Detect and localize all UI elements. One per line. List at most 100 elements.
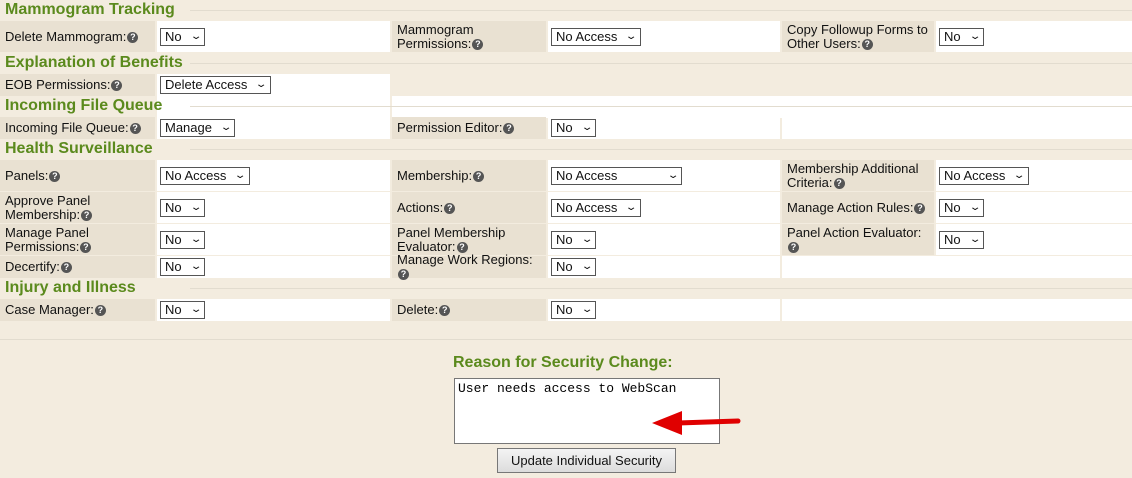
field-label: Panel Action Evaluator:? (782, 224, 934, 255)
label-text: Manage Panel Permissions: (5, 224, 89, 254)
help-icon[interactable]: ? (49, 170, 61, 182)
field-value-cell: No ⌄ (157, 21, 390, 52)
selected-value: No (556, 302, 573, 317)
field-value-cell: No ⌄ (936, 224, 1132, 255)
field-value-cell: No ⌄ (548, 256, 780, 278)
help-icon[interactable]: ? (914, 202, 926, 214)
mammogram-permissions-select[interactable]: No Access ⌄ (551, 27, 641, 46)
selected-value: No (165, 259, 182, 274)
case-manager-select[interactable]: No ⌄ (160, 301, 206, 319)
delete-select[interactable]: No ⌄ (551, 301, 597, 319)
membership-additional-criteria-select[interactable]: No Access ⌄ (939, 166, 1029, 185)
help-icon[interactable]: ? (129, 123, 141, 135)
field-value-cell: No ⌄ (936, 192, 1132, 223)
form-row: Delete Mammogram:? No ⌄ Mammogram Permissio… (0, 21, 1132, 52)
form-row: Incoming File Queue:? Manage ⌄ Permission E… (0, 117, 1132, 139)
label-text: Panels: (5, 167, 49, 183)
label-text: Delete: (397, 302, 439, 317)
help-icon[interactable]: ? (456, 241, 468, 253)
copy-followup-forms-to-other-users-select[interactable]: No ⌄ (939, 27, 985, 46)
field-value-cell: Manage ⌄ (157, 117, 390, 139)
help-icon[interactable]: ? (788, 241, 799, 253)
chevron-down-icon: ⌄ (189, 261, 203, 272)
label-text: EOB Permissions: (5, 77, 111, 92)
selected-value: No (165, 199, 182, 215)
help-icon[interactable]: ? (472, 38, 484, 50)
manage-action-rules-select[interactable]: No ⌄ (939, 198, 985, 217)
field-label: Membership Additional Criteria:? (782, 160, 934, 191)
section-header-explanation-of-benefits: Explanation of Benefits (0, 53, 1132, 73)
manage-panel-permissions-select[interactable]: No ⌄ (160, 230, 206, 249)
field-label: Panel Membership Evaluator:? (392, 224, 546, 255)
eob-permissions-select[interactable]: Delete Access ⌄ (160, 76, 271, 94)
decertify-select[interactable]: No ⌄ (160, 258, 206, 276)
incoming-file-queue-select[interactable]: Manage ⌄ (160, 119, 236, 137)
field-label: Approve Panel Membership:? (0, 192, 155, 223)
field-value-cell: No ⌄ (157, 192, 390, 223)
field-value-cell: No Access ⌄ (936, 160, 1132, 191)
help-icon[interactable]: ? (94, 305, 106, 317)
update-individual-security-button[interactable]: Update Individual Security (497, 448, 676, 473)
permission-editor-select[interactable]: No ⌄ (551, 119, 597, 137)
help-icon[interactable]: ? (439, 305, 451, 317)
label-text: Manage Work Regions: (397, 252, 533, 267)
selected-value: No (165, 28, 182, 44)
label-text: Case Manager: (5, 302, 94, 317)
manage-work-regions-select[interactable]: No ⌄ (551, 258, 597, 276)
chevron-down-icon: ⌄ (580, 122, 594, 133)
chevron-down-icon: ⌄ (580, 233, 594, 245)
selected-value: No Access (944, 167, 1006, 183)
reason-textarea[interactable]: User needs access to WebScan (454, 378, 720, 444)
selected-value: No (944, 199, 961, 215)
chevron-down-icon: ⌄ (255, 79, 268, 90)
field-value-cell: No ⌄ (936, 21, 1132, 52)
membership-select[interactable]: No Access ⌄ (551, 166, 682, 185)
field-value-cell: No ⌄ (548, 117, 780, 139)
field-label: EOB Permissions:? (0, 74, 155, 96)
field-value-cell: No ⌄ (157, 299, 390, 321)
label-text: Decertify: (5, 259, 60, 274)
chevron-down-icon: ⌄ (189, 30, 203, 42)
selected-value: No Access (556, 28, 618, 44)
help-icon[interactable]: ? (111, 80, 123, 92)
help-icon[interactable]: ? (81, 209, 93, 221)
selected-value: No (944, 231, 961, 247)
field-label: Manage Panel Permissions:? (0, 224, 155, 255)
delete-mammogram-select[interactable]: No ⌄ (160, 27, 206, 46)
form-row: EOB Permissions:? Delete Access ⌄ (0, 74, 1132, 118)
field-label: Manage Action Rules:? (782, 192, 934, 223)
field-label: Delete:? (392, 299, 546, 321)
field-label: Case Manager:? (0, 299, 155, 321)
help-icon[interactable]: ? (833, 177, 845, 189)
selected-value: No Access (556, 199, 618, 215)
selected-value: No Access (556, 167, 618, 183)
red-arrow-icon (652, 411, 741, 435)
approve-panel-membership-select[interactable]: No ⌄ (160, 198, 206, 217)
help-icon[interactable]: ? (444, 202, 456, 214)
panels-select[interactable]: No Access ⌄ (160, 166, 250, 185)
field-label: Manage Work Regions:? (392, 253, 546, 281)
help-icon[interactable]: ? (80, 241, 92, 253)
help-icon[interactable]: ? (398, 269, 409, 281)
actions-select[interactable]: No Access ⌄ (551, 198, 641, 217)
selected-value: No (165, 302, 182, 317)
help-icon[interactable]: ? (127, 31, 139, 43)
help-icon[interactable]: ? (60, 262, 72, 274)
form-row: Manage Panel Permissions:? No ⌄ Panel Membe… (0, 224, 1132, 255)
label-text: Permission Editor: (397, 120, 503, 135)
help-icon[interactable]: ? (473, 170, 485, 182)
field-label: Copy Followup Forms to Other Users:? (782, 21, 934, 52)
field-label: Delete Mammogram:? (0, 21, 155, 52)
help-icon[interactable]: ? (861, 38, 873, 50)
chevron-down-icon: ⌄ (1013, 169, 1026, 181)
selected-value: Manage (165, 120, 212, 135)
field-label: Permission Editor:? (392, 117, 546, 139)
panel-action-evaluator-select[interactable]: No ⌄ (939, 230, 985, 249)
chevron-down-icon: ⌄ (625, 201, 638, 213)
field-value-cell: No Access ⌄ (548, 160, 780, 191)
field-value-cell: No Access ⌄ (548, 21, 780, 52)
label-text: Approve Panel Membership: (5, 192, 91, 222)
panel-membership-evaluator-select[interactable]: No ⌄ (551, 230, 597, 249)
field-label: Decertify:? (0, 256, 155, 278)
help-icon[interactable]: ? (503, 123, 515, 135)
